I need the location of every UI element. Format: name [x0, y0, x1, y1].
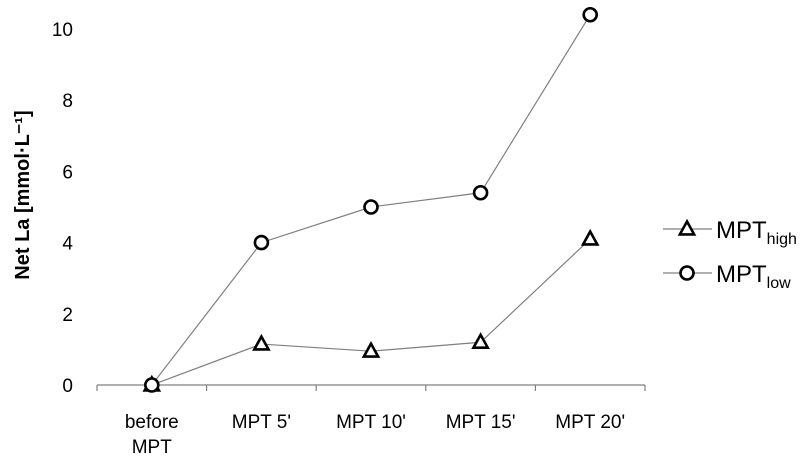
y-tick-label: 0: [62, 376, 73, 397]
data-point-low: [144, 377, 160, 393]
legend-label: MPTlow: [716, 261, 791, 292]
y-axis-title: Net La [mmol·L⁻¹]: [12, 110, 34, 279]
data-point-low: [472, 184, 489, 201]
x-tick-label: MPT 20': [555, 412, 625, 433]
legend-item-high: MPThigh: [663, 217, 797, 248]
y-tick-label: 6: [62, 162, 73, 183]
series-line-high: [151, 238, 591, 386]
y-tick-labels: 0 2 4 6 8 10: [52, 20, 74, 397]
legend-marker-triangle: [677, 218, 697, 236]
y-tick-label: 8: [62, 91, 73, 112]
legend-label: MPThigh: [716, 217, 797, 248]
x-tick-label: before MPT: [125, 412, 179, 458]
x-tick-label: MPT 10': [336, 412, 406, 433]
series-markers: [142, 6, 600, 393]
legend: MPThigh MPTlow: [663, 217, 797, 292]
x-tick-label: MPT 5': [232, 412, 291, 433]
y-tick-label: 2: [62, 305, 73, 326]
data-point-high: [471, 332, 490, 349]
y-tick-label: 4: [62, 234, 73, 255]
data-point-high: [361, 340, 381, 358]
x-tick-labels: before MPT MPT 5' MPT 10' MPT 15' MPT 20': [125, 412, 625, 458]
axes: [96, 384, 646, 391]
y-tick-label: 10: [52, 20, 73, 41]
data-point-high: [252, 333, 271, 351]
data-point-high: [580, 228, 600, 246]
data-point-low: [582, 6, 599, 23]
legend-marker-circle: [679, 265, 695, 281]
x-tick-label: MPT 15': [446, 412, 516, 433]
data-point-low: [253, 234, 270, 251]
data-point-low: [363, 199, 379, 215]
legend-item-low: MPTlow: [663, 261, 791, 292]
